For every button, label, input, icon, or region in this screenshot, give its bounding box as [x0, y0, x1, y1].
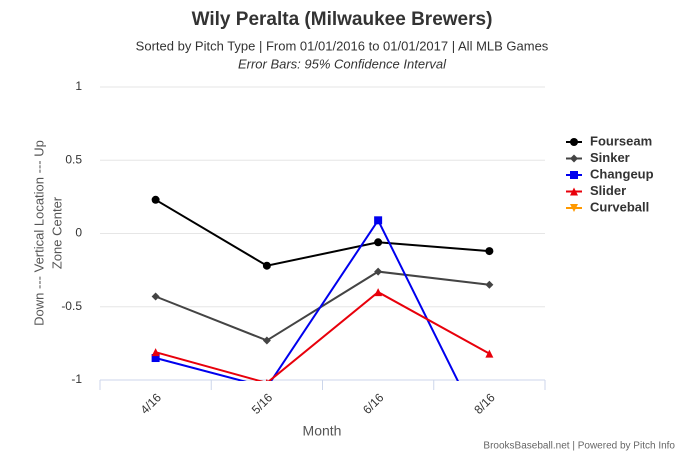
legend-label: Fourseam [590, 133, 652, 148]
legend-label: Slider [590, 183, 626, 198]
series-line [155, 270, 490, 342]
marker [570, 138, 578, 146]
marker [570, 204, 578, 212]
marker [151, 292, 160, 301]
series-line [155, 198, 490, 267]
y-tick-label: -0.5 [61, 299, 82, 313]
marker [263, 383, 271, 391]
marker [151, 195, 160, 204]
legend-label: Changeup [590, 166, 654, 181]
marker [485, 280, 494, 289]
marker [570, 171, 578, 179]
chart-subtitle: Sorted by Pitch Type | From 01/01/2016 t… [136, 38, 549, 53]
marker [374, 216, 383, 225]
legend-label: Sinker [590, 150, 630, 165]
marker [570, 154, 578, 163]
y-tick-label: -1 [71, 372, 82, 386]
marker [151, 354, 160, 363]
chart-title: Wily Peralta (Milwaukee Brewers) [192, 9, 493, 30]
marker [485, 349, 494, 358]
x-tick-label: 6/16 [360, 390, 387, 417]
x-tick-label: 8/16 [471, 390, 498, 417]
x-tick-label: 4/16 [138, 390, 165, 417]
series-line [155, 290, 490, 381]
marker [374, 288, 383, 297]
marker [485, 247, 494, 256]
marker [374, 267, 383, 276]
legend-label: Curveball [590, 199, 649, 214]
y-axis-label: Down --- Vertical Location --- Up [31, 140, 46, 326]
x-tick-label: 5/16 [249, 390, 276, 417]
marker [262, 261, 271, 270]
y-tick-label: 1 [75, 79, 82, 93]
plot-area [151, 195, 494, 391]
chart-note: Error Bars: 95% Confidence Interval [238, 56, 447, 71]
credits: BrooksBaseball.net | Powered by Pitch In… [483, 441, 675, 452]
y-tick-label: 0.5 [65, 152, 82, 166]
marker [374, 238, 383, 247]
marker [151, 348, 160, 357]
series-line [155, 218, 459, 381]
y-axis-label: Zone Center [49, 196, 64, 269]
y-tick-label: 0 [75, 226, 82, 240]
marker [262, 336, 271, 345]
marker [265, 378, 268, 381]
x-axis-label: Month [303, 423, 342, 439]
marker [570, 187, 578, 196]
